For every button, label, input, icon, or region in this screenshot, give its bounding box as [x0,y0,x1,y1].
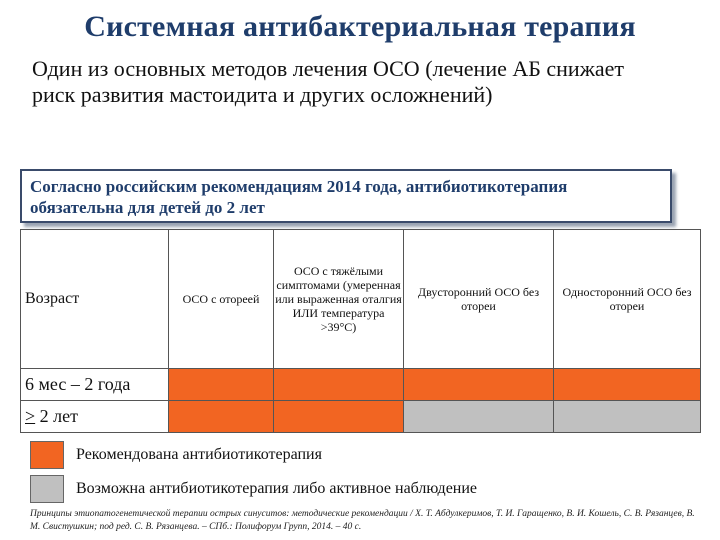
legend-item-optional: Возможна антибиотикотерапия либо активно… [30,475,477,503]
table-cell [168,368,274,401]
row-label-text: 2 лет [35,406,78,426]
table-row: 6 мес – 2 года [20,368,701,401]
column-header-unilateral: Односторонний ОСО без отореи [553,229,701,369]
column-header-severe: ОСО с тяжёлыми симптомами (умеренная или… [273,229,404,369]
row-label: > 2 лет [20,400,169,433]
table-cell [273,400,404,433]
table-cell [553,368,701,401]
row-label-text: 6 мес – 2 года [25,374,131,394]
legend-swatch-orange [30,441,64,469]
table-row: > 2 лет [20,400,701,433]
greater-equal-symbol: > [25,406,36,426]
intro-text: Один из основных методов лечения ОСО (ле… [32,56,625,107]
table-header-row: Возраст ОСО с отореей ОСО с тяжёлыми сим… [20,229,701,369]
callout-text: Согласно российским рекомендациям 2014 г… [30,177,568,217]
table-cell [553,400,701,433]
legend-item-recommended: Рекомендована антибиотикотерапия [30,441,322,469]
legend-text: Возможна антибиотикотерапия либо активно… [76,480,478,497]
column-header-otorrhea: ОСО с отореей [168,229,274,369]
column-header-bilateral: Двусторонний ОСО без отореи [403,229,554,369]
legend-swatch-gray [30,475,64,503]
column-header-age: Возраст [20,229,169,369]
reference-footnote: Принципы этиопатогенетической терапии ос… [30,509,695,532]
legend-text: Рекомендована антибиотикотерапия [76,446,322,463]
table-cell [273,368,404,401]
table-cell [403,400,554,433]
table-cell [168,400,274,433]
table-cell [403,368,554,401]
page-title: Системная антибактериальная терапия [84,10,636,43]
therapy-table: Возраст ОСО с отореей ОСО с тяжёлыми сим… [20,229,701,433]
recommendation-callout: Согласно российским рекомендациям 2014 г… [20,169,672,223]
row-label: 6 мес – 2 года [20,368,169,401]
